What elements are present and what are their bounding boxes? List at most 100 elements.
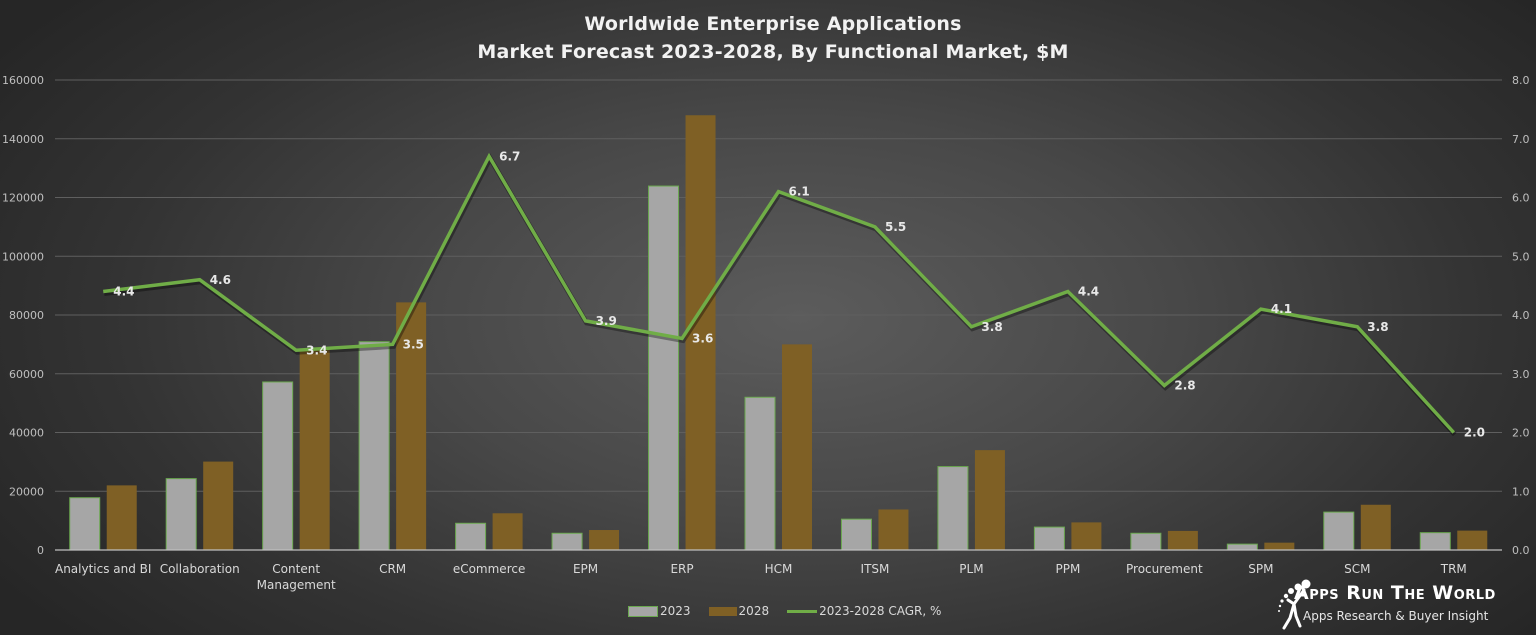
bar-2023[interactable] — [69, 497, 101, 551]
bar-2023[interactable] — [1130, 532, 1162, 551]
legend-swatch-2028 — [708, 606, 737, 616]
bar-2023[interactable] — [262, 381, 294, 551]
legend-item-cagr[interactable]: 2023-2028 CAGR, % — [787, 604, 941, 618]
bar-2023[interactable] — [1323, 511, 1355, 551]
cagr-data-label: 4.4 — [113, 285, 134, 299]
cagr-data-label: 3.8 — [981, 320, 1002, 334]
y-tick-label: 60000 — [9, 368, 44, 381]
cagr-data-label: 3.4 — [306, 343, 327, 357]
cagr-data-label: 3.5 — [403, 337, 424, 351]
bar-2028[interactable] — [878, 509, 909, 550]
x-category-label: PPM — [1055, 562, 1080, 576]
bar-2023[interactable] — [840, 518, 872, 551]
y2-tick-label: 3.0 — [1512, 368, 1530, 381]
cagr-data-label: 3.9 — [596, 314, 617, 328]
cagr-data-label: 4.1 — [1271, 302, 1292, 316]
bar-2028[interactable] — [1360, 504, 1391, 550]
y-tick-label: 160000 — [2, 74, 44, 87]
cagr-data-label: 6.1 — [789, 185, 810, 199]
x-category-label: ERP — [670, 562, 693, 576]
bar-2023[interactable] — [551, 532, 583, 551]
y-tick-label: 0 — [37, 544, 44, 557]
bar-2023[interactable] — [937, 466, 969, 551]
x-category-label: SPM — [1248, 562, 1273, 576]
x-category-label: PLM — [959, 562, 983, 576]
y-tick-label: 20000 — [9, 485, 44, 498]
x-axis-categories: Analytics and BI Collaboration Content Mana… — [55, 562, 1467, 592]
y2-tick-label: 4.0 — [1512, 309, 1530, 322]
x-category-label: Management — [257, 578, 336, 592]
cagr-data-label: 4.6 — [210, 273, 231, 287]
legend-item-2028[interactable]: 2028 — [708, 604, 770, 618]
y-tick-label: 140000 — [2, 133, 44, 146]
cagr-line-series — [103, 152, 1457, 437]
bar-series — [69, 115, 1488, 551]
chart-title-line2: Market Forecast 2023-2028, By Functional… — [477, 41, 1069, 63]
chart-title: Worldwide Enterprise Applications Market… — [0, 10, 1536, 66]
bar-2023[interactable] — [455, 522, 487, 551]
gridlines — [55, 79, 1502, 492]
y-tick-label: 40000 — [9, 427, 44, 440]
y2-tick-label: 0.0 — [1512, 544, 1530, 557]
cagr-data-label: 6.7 — [499, 149, 520, 163]
bar-2028[interactable] — [1264, 542, 1295, 550]
bar-2023[interactable] — [358, 341, 390, 551]
x-category-label: TRM — [1440, 562, 1467, 576]
y2-tick-label: 6.0 — [1512, 192, 1530, 205]
bar-2023[interactable] — [1226, 543, 1258, 551]
y2-tick-label: 5.0 — [1512, 250, 1530, 263]
bar-2028[interactable] — [1457, 530, 1488, 550]
cagr-data-labels: 4.4 4.6 3.4 3.5 6.7 3.9 3.6 6.1 5.5 3.8 4.4 2.8 4.1 3… — [113, 149, 1485, 439]
cagr-line[interactable] — [103, 152, 1456, 434]
bar-2023[interactable] — [165, 478, 197, 551]
bar-2028[interactable] — [299, 350, 330, 550]
legend-item-2023[interactable]: 2023 — [628, 604, 691, 618]
cagr-data-label: 3.6 — [692, 332, 713, 346]
bar-2028[interactable] — [685, 115, 716, 550]
x-category-label: HCM — [765, 562, 793, 576]
bar-2023[interactable] — [1033, 526, 1065, 551]
bar-2028[interactable] — [396, 302, 427, 550]
bar-2028[interactable] — [1071, 522, 1102, 550]
cagr-data-label: 2.8 — [1174, 379, 1195, 393]
y-tick-label: 120000 — [2, 192, 44, 205]
bar-2028[interactable] — [974, 450, 1005, 550]
y2-tick-label: 8.0 — [1512, 74, 1530, 87]
bar-2028[interactable] — [203, 461, 234, 550]
cagr-data-label: 5.5 — [885, 220, 906, 234]
right-y-axis: 0.0 1.0 2.0 3.0 4.0 5.0 6.0 7.0 8.0 — [1512, 74, 1530, 557]
cagr-data-label: 4.4 — [1078, 285, 1099, 299]
runner-logo-icon — [1278, 579, 1311, 630]
x-category-label: SCM — [1344, 562, 1370, 576]
x-category-label: EPM — [573, 562, 598, 576]
bar-2028[interactable] — [106, 485, 137, 550]
bar-2028[interactable] — [1167, 530, 1198, 550]
y2-tick-label: 2.0 — [1512, 427, 1530, 440]
x-category-label: Analytics and BI — [55, 562, 151, 576]
legend-swatch-2023 — [628, 605, 658, 617]
bar-2023[interactable] — [1419, 532, 1451, 551]
apps-run-the-world-logo: Apps Run The World Apps Research & Buyer… — [1276, 578, 1536, 633]
y2-tick-label: 7.0 — [1512, 133, 1530, 146]
legend-label-2023: 2023 — [660, 604, 691, 618]
bar-2023[interactable] — [744, 396, 776, 551]
y2-tick-label: 1.0 — [1512, 485, 1530, 498]
x-category-label: Procurement — [1126, 562, 1203, 576]
x-category-label: Collaboration — [160, 562, 240, 576]
y-tick-label: 80000 — [9, 309, 44, 322]
left-y-axis: 0 20000 40000 60000 80000 100000 120000 140000 1… — [2, 74, 44, 557]
logo-subtitle: Apps Research & Buyer Insight — [1303, 609, 1489, 623]
legend-label-cagr: 2023-2028 CAGR, % — [819, 604, 942, 618]
bar-2028[interactable] — [782, 344, 812, 550]
x-category-label: Content — [272, 562, 320, 576]
cagr-data-label: 2.0 — [1464, 426, 1485, 440]
logo-title: Apps Run The World — [1294, 582, 1496, 604]
bar-2023[interactable] — [648, 185, 680, 551]
chart-legend: 2023 2028 2023-2028 CAGR, % — [628, 604, 941, 618]
legend-label-2028: 2028 — [738, 604, 770, 618]
bar-2028[interactable] — [589, 530, 620, 550]
bar-2028[interactable] — [492, 513, 523, 550]
x-category-label: eCommerce — [453, 562, 526, 576]
x-category-label: ITSM — [861, 562, 890, 576]
